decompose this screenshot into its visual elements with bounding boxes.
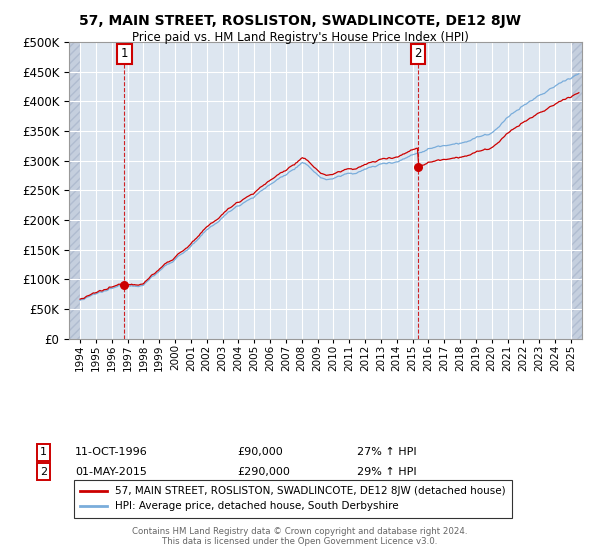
Text: 1: 1 <box>40 447 47 458</box>
Text: £90,000: £90,000 <box>237 447 283 458</box>
Legend: 57, MAIN STREET, ROSLISTON, SWADLINCOTE, DE12 8JW (detached house), HPI: Average: 57, MAIN STREET, ROSLISTON, SWADLINCOTE,… <box>74 480 512 517</box>
Text: Price paid vs. HM Land Registry's House Price Index (HPI): Price paid vs. HM Land Registry's House … <box>131 31 469 44</box>
Text: 29% ↑ HPI: 29% ↑ HPI <box>357 466 416 477</box>
Text: 2: 2 <box>40 466 47 477</box>
Text: 2: 2 <box>414 48 422 60</box>
Text: 57, MAIN STREET, ROSLISTON, SWADLINCOTE, DE12 8JW: 57, MAIN STREET, ROSLISTON, SWADLINCOTE,… <box>79 14 521 28</box>
Text: 01-MAY-2015: 01-MAY-2015 <box>75 466 147 477</box>
Text: 1: 1 <box>121 48 128 60</box>
Bar <box>69 39 81 342</box>
Text: £290,000: £290,000 <box>237 466 290 477</box>
Text: 27% ↑ HPI: 27% ↑ HPI <box>357 447 416 458</box>
Point <box>413 162 422 171</box>
Bar <box>572 39 582 342</box>
Point <box>119 281 129 290</box>
Text: 11-OCT-1996: 11-OCT-1996 <box>75 447 148 458</box>
Text: Contains HM Land Registry data © Crown copyright and database right 2024.
This d: Contains HM Land Registry data © Crown c… <box>132 526 468 546</box>
